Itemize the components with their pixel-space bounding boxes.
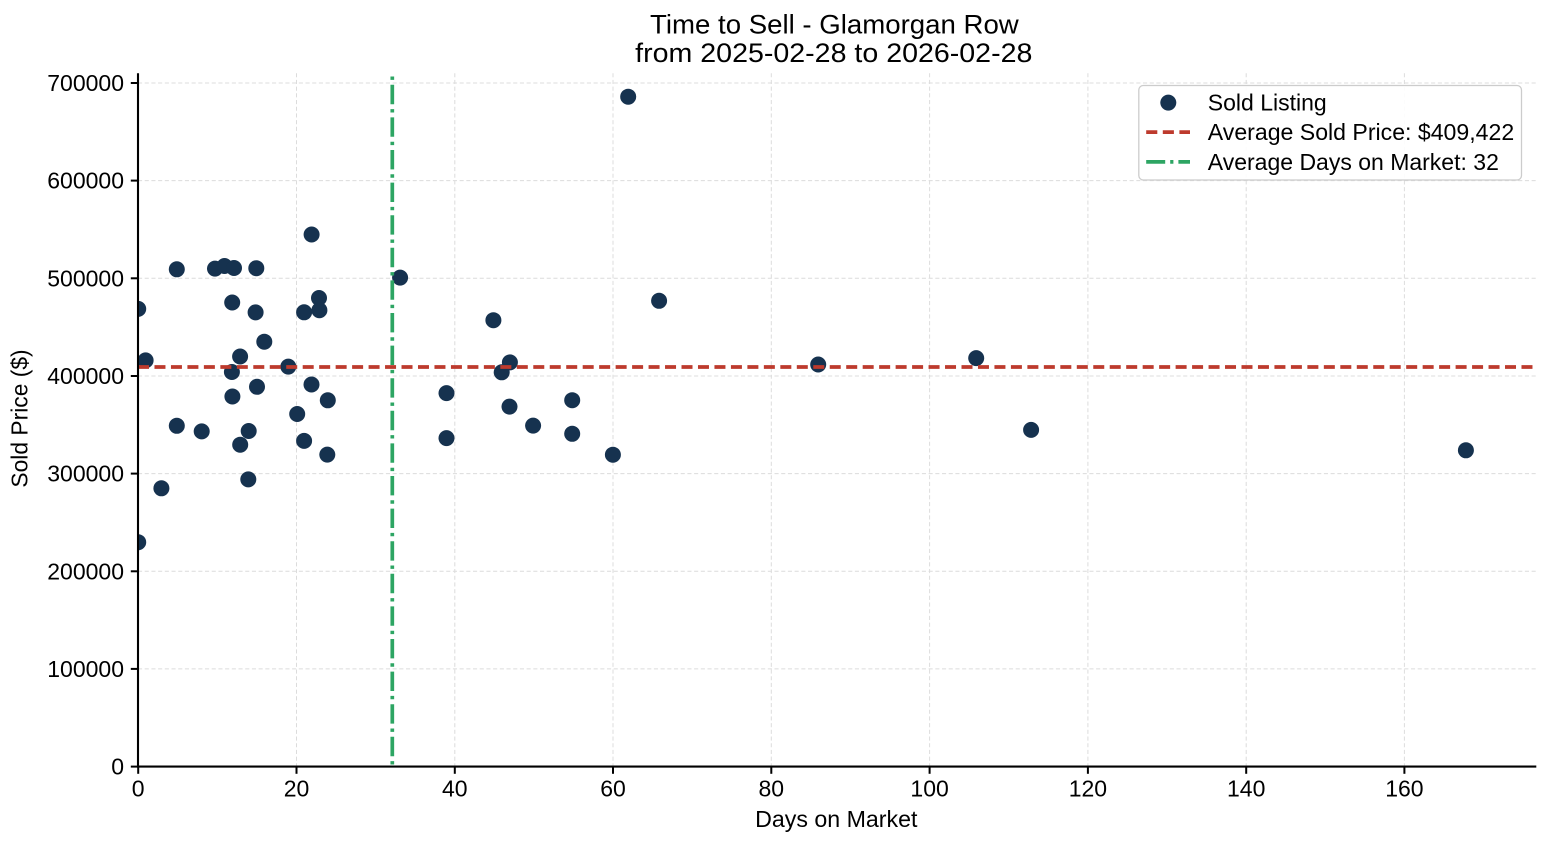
svg-text:100000: 100000 bbox=[47, 656, 124, 682]
svg-text:160: 160 bbox=[1385, 776, 1423, 802]
svg-text:400000: 400000 bbox=[47, 363, 124, 389]
svg-text:Days on Market: Days on Market bbox=[755, 806, 918, 832]
svg-text:40: 40 bbox=[442, 776, 468, 802]
svg-text:20: 20 bbox=[284, 776, 310, 802]
svg-text:700000: 700000 bbox=[47, 70, 124, 96]
svg-text:300000: 300000 bbox=[47, 461, 124, 487]
svg-text:Time to Sell - Glamorgan Row: Time to Sell - Glamorgan Row bbox=[650, 10, 1019, 40]
svg-text:600000: 600000 bbox=[47, 168, 124, 194]
svg-text:120: 120 bbox=[1069, 776, 1107, 802]
svg-text:Sold Listing: Sold Listing bbox=[1208, 90, 1327, 116]
svg-text:200000: 200000 bbox=[47, 558, 124, 584]
svg-text:60: 60 bbox=[600, 776, 626, 802]
svg-text:100: 100 bbox=[910, 776, 948, 802]
svg-text:Average Sold Price: $409,422: Average Sold Price: $409,422 bbox=[1208, 119, 1514, 145]
svg-text:140: 140 bbox=[1227, 776, 1265, 802]
svg-text:80: 80 bbox=[759, 776, 785, 802]
svg-text:Sold Price ($): Sold Price ($) bbox=[7, 349, 33, 487]
svg-text:0: 0 bbox=[111, 754, 124, 780]
svg-text:0: 0 bbox=[132, 776, 145, 802]
svg-text:500000: 500000 bbox=[47, 265, 124, 291]
svg-text:Average Days on Market: 32: Average Days on Market: 32 bbox=[1208, 149, 1499, 175]
svg-text:from 2025-02-28 to 2026-02-28: from 2025-02-28 to 2026-02-28 bbox=[635, 38, 1032, 68]
